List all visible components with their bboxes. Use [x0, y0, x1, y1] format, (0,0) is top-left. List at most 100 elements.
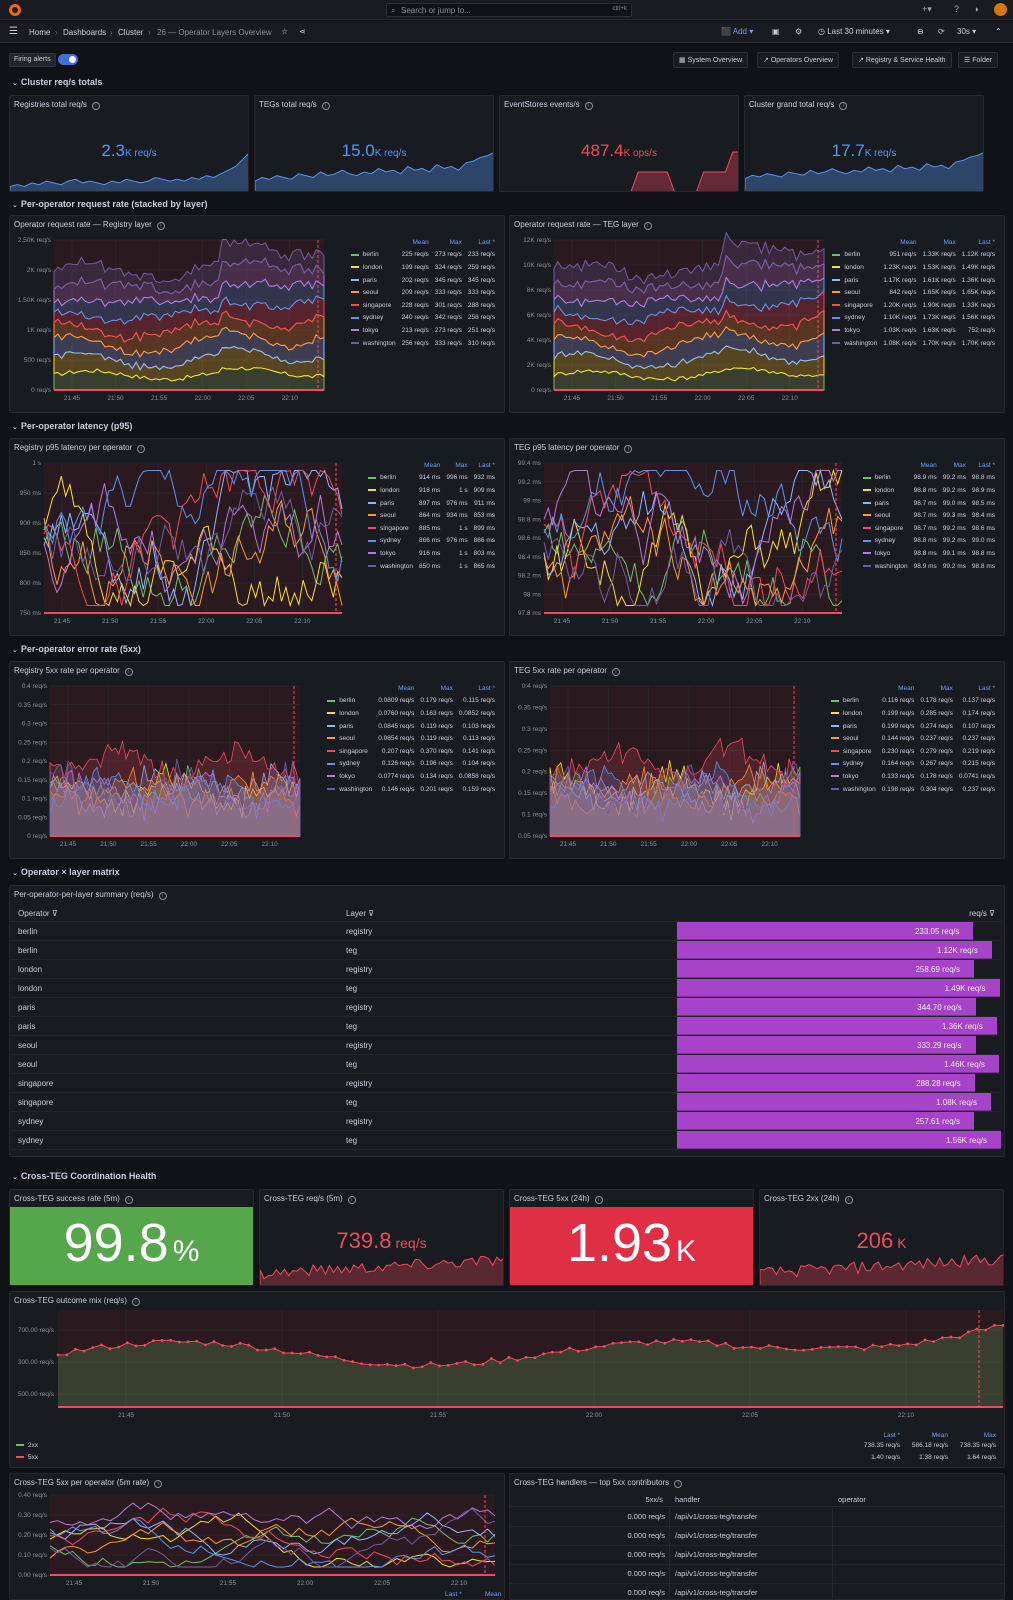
legend-item[interactable]: paris 98.7 ms 99.0 ms 98.5 ms [860, 497, 998, 510]
filter-icon[interactable]: ⊽ [989, 909, 995, 918]
search-input[interactable]: ⌕ Search or jump to... ctrl+k [386, 3, 632, 17]
legend-col-header[interactable]: Mean [900, 238, 917, 246]
legend-item[interactable]: berlin 98.9 ms 99.2 ms 98.8 ms [860, 472, 998, 485]
legend-col-header[interactable]: Mean [424, 461, 441, 469]
col-header[interactable]: operator [838, 1495, 866, 1504]
row-per-operator-request-rate[interactable]: ⌄ Per-operator request rate (stacked by l… [12, 199, 207, 209]
legend-col-header[interactable]: Mean [920, 461, 937, 469]
info-icon[interactable]: i [584, 102, 593, 110]
table-row[interactable]: 0.000 req/s/api/v1/cross-teg/transfer [510, 1527, 1004, 1546]
legend-item[interactable]: 2xx 738.35 req/s 586.18 req/s 738.35 req/s [16, 1442, 1000, 1454]
info-icon[interactable]: i [321, 102, 330, 110]
info-icon[interactable]: i [611, 668, 620, 676]
legend-item[interactable]: berlin 914 ms 996 ms 932 ms [365, 472, 498, 485]
add-button[interactable]: ⬛ Add ▾ [721, 27, 754, 36]
timeseries-chart[interactable]: 0.4 req/s 0.35 req/s 0.3 req/s 0.25 req/s 0.… [10, 662, 505, 859]
info-icon[interactable]: i [131, 1298, 140, 1306]
legend-item[interactable]: washington 256 req/s 333 req/s 310 req/s [348, 337, 498, 350]
legend-col-header[interactable]: Last * [978, 238, 995, 246]
plus-icon[interactable]: +▾ [922, 4, 932, 14]
legend-item[interactable]: london 918 ms 1 s 909 ms [365, 484, 498, 497]
legend-col-header[interactable]: Last * [478, 461, 495, 469]
table-row[interactable]: seoul registry 333.29 req/s [10, 1036, 1001, 1055]
settings-icon[interactable]: ⚙ [795, 27, 803, 36]
legend-item[interactable]: washington 0.146 req/s 0.201 req/s 0.159 re… [324, 783, 498, 796]
info-icon[interactable]: i [594, 1196, 603, 1204]
zoom-out-icon[interactable]: ⊖ [917, 27, 924, 36]
info-icon[interactable]: i [124, 668, 133, 676]
legend-item[interactable]: singapore 228 req/s 301 req/s 288 req/s [348, 299, 498, 312]
menu-icon[interactable]: ☰ [9, 26, 18, 37]
breadcrumb-dashboards[interactable]: Dashboards [63, 28, 107, 37]
legend-item[interactable]: berlin 951 req/s 1.33K req/s 1.12K req/s [829, 249, 998, 262]
legend-col-header[interactable]: Mean [485, 1591, 502, 1598]
info-icon[interactable]: i [137, 445, 146, 453]
legend-col-header[interactable]: Max [440, 684, 453, 692]
legend-col-header[interactable]: Mean [931, 1432, 948, 1439]
col-operator[interactable]: Operator ⊽ [18, 909, 58, 918]
legend-col-header[interactable]: Last * [478, 238, 495, 246]
filter-icon[interactable]: ⊽ [368, 909, 375, 918]
legend-col-header[interactable]: Max [449, 238, 462, 246]
legend-col-header[interactable]: Max [953, 461, 966, 469]
legend-item[interactable]: seoul 0.144 req/s 0.237 req/s 0.237 req/s [828, 732, 998, 745]
legend-item[interactable]: washington 98.9 ms 99.2 ms 98.8 ms [860, 560, 998, 573]
legend-item[interactable]: tokyo 0.133 req/s 0.178 req/s 0.0741 req/s [828, 770, 998, 783]
info-icon[interactable]: i [156, 222, 165, 230]
firing-alerts-toggle[interactable] [58, 54, 78, 65]
legend-col-header[interactable]: Last * [445, 1591, 462, 1598]
timeseries-chart[interactable]: 12K req/s 10K req/s 8K req/s 6K req/s 4K req… [510, 216, 1005, 413]
legend-col-header[interactable]: Last * [978, 461, 995, 469]
legend-item[interactable]: berlin 0.116 req/s 0.178 req/s 0.137 req/s [828, 695, 998, 708]
link-registry-service-health[interactable]: ↗ Registry & Service Health [852, 52, 952, 68]
legend-item[interactable]: berlin 0.0809 req/s 0.179 req/s 0.115 req/s [324, 695, 498, 708]
legend-col-header[interactable]: Max [940, 684, 953, 692]
legend-item[interactable]: washington 0.198 req/s 0.304 req/s 0.237 re… [828, 783, 998, 796]
legend-item[interactable]: seoul 98.7 ms 99.3 ms 98.4 ms [860, 509, 998, 522]
legend-item[interactable]: seoul 842 req/s 1.65K req/s 1.65K req/s [829, 286, 998, 299]
info-icon[interactable]: i [154, 1480, 163, 1488]
row-cluster-totals[interactable]: ⌄ Cluster req/s totals [12, 77, 102, 87]
info-icon[interactable]: i [91, 102, 100, 110]
link-operators-overview[interactable]: ↗ Operators Overview [757, 52, 840, 68]
table-row[interactable]: paris registry 344.70 req/s [10, 998, 1001, 1017]
info-icon[interactable]: i [844, 1196, 853, 1204]
legend-col-header[interactable]: Last * [883, 1432, 900, 1439]
link-system-overview[interactable]: ▦ System Overview [673, 52, 749, 68]
legend-item[interactable]: paris 0.199 req/s 0.274 req/s 0.107 req/s [828, 720, 998, 733]
info-icon[interactable]: i [347, 1196, 356, 1204]
legend-item[interactable]: sydney 0.164 req/s 0.267 req/s 0.215 req/s [828, 758, 998, 771]
row-cross-teg-health[interactable]: ⌄ Cross-TEG Coordination Health [12, 1171, 156, 1181]
info-icon[interactable]: i [643, 222, 652, 230]
legend-item[interactable]: london 98.8 ms 99.2 ms 98.9 ms [860, 484, 998, 497]
table-row[interactable]: 0.000 req/s/api/v1/cross-teg/transfer [510, 1546, 1004, 1565]
timeseries-chart[interactable]: 2.50K req/s 2K req/s 1.50K req/s 1K req/s 50… [10, 216, 505, 413]
row-operator-layer-matrix[interactable]: ⌄ Operator × layer matrix [12, 867, 120, 877]
breadcrumb-cluster[interactable]: Cluster [118, 28, 144, 37]
table-row[interactable]: 0.000 req/s/api/v1/cross-teg/transfer [510, 1565, 1004, 1584]
filter-icon[interactable]: ⊽ [51, 909, 58, 918]
op5xx-chart[interactable]: 0.40 req/s 0.30 req/s 0.20 req/s 0.10 req/s… [10, 1489, 505, 1600]
info-icon[interactable]: i [839, 102, 848, 110]
legend-item[interactable]: seoul 864 ms 934 ms 853 ms [365, 509, 498, 522]
info-icon[interactable]: i [674, 1480, 683, 1488]
legend-item[interactable]: 5xx 1.40 req/s 1.38 req/s 1.64 req/s [16, 1454, 1000, 1466]
legend-item[interactable]: sydney 240 req/s 342 req/s 258 req/s [348, 312, 498, 325]
grafana-logo-icon[interactable] [9, 4, 21, 16]
legend-item[interactable]: tokyo 916 ms 1 s 803 ms [365, 547, 498, 560]
col-layer[interactable]: Layer ⊽ [346, 909, 374, 918]
breadcrumb-home[interactable]: Home [29, 28, 51, 37]
link-folder[interactable]: ☰ Folder [958, 52, 999, 68]
time-picker[interactable]: ◷ Last 30 minutes ▾ [818, 27, 890, 36]
row-per-operator-error-rate[interactable]: ⌄ Per-operator error rate (5xx) [12, 644, 141, 654]
legend-item[interactable]: paris 1.17K req/s 1.61K req/s 1.36K req/s [829, 274, 998, 287]
legend-item[interactable]: washington 850 ms 1 s 865 ms [365, 560, 498, 573]
table-row[interactable]: berlin registry 233.05 req/s [10, 922, 1001, 941]
timeseries-chart[interactable]: 0.4 req/s 0.35 req/s 0.3 req/s 0.25 req/s 0.… [510, 662, 1005, 859]
info-icon[interactable]: i [124, 1196, 133, 1204]
timeseries-chart[interactable]: 99.4 ms 99.2 ms 99 ms 98.8 ms 98.6 ms 98.4 ms… [510, 439, 1005, 636]
share-icon[interactable]: ⋖ [299, 27, 306, 36]
legend-item[interactable]: london 0.199 req/s 0.285 req/s 0.174 req/s [828, 707, 998, 720]
table-row[interactable]: london registry 258.69 req/s [10, 960, 1001, 979]
legend-item[interactable]: sydney 866 ms 976 ms 886 ms [365, 535, 498, 548]
